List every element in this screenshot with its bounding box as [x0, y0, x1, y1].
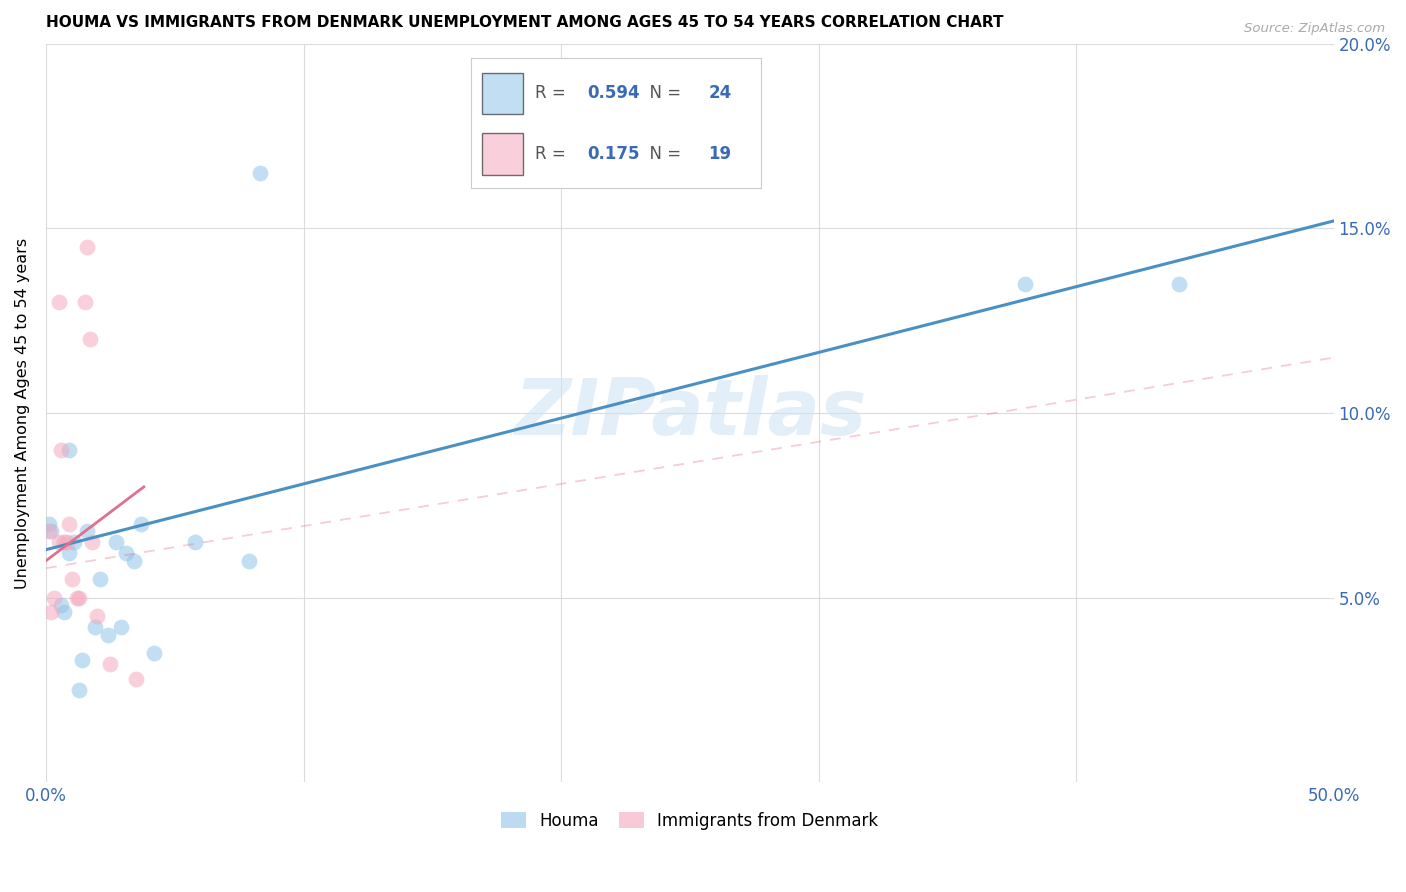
Point	[76, 240, 98, 254]
Legend: Houma, Immigrants from Denmark: Houma, Immigrants from Denmark	[495, 805, 886, 837]
Point	[97, 627, 120, 641]
Point	[110, 620, 132, 634]
Point	[125, 672, 148, 686]
Text: Source: ZipAtlas.com: Source: ZipAtlas.com	[1244, 22, 1385, 36]
Point	[55, 535, 77, 549]
Point	[38, 516, 60, 531]
Point	[83, 620, 105, 634]
Point	[51, 442, 73, 457]
Point	[39, 524, 62, 539]
Point	[63, 535, 86, 549]
Text: ZIPatlas: ZIPatlas	[513, 375, 866, 451]
Point	[73, 295, 96, 310]
Point	[53, 535, 76, 549]
Point	[114, 546, 136, 560]
Point	[39, 606, 62, 620]
Point	[143, 646, 166, 660]
Point	[86, 609, 108, 624]
Point	[69, 683, 91, 698]
Point	[66, 591, 89, 605]
Point	[69, 591, 91, 605]
Point	[82, 535, 104, 549]
Point	[58, 442, 80, 457]
Point	[238, 554, 260, 568]
Point	[51, 598, 73, 612]
Point	[129, 516, 152, 531]
Point	[76, 524, 98, 539]
Point	[60, 572, 83, 586]
Point	[48, 535, 70, 549]
Point	[70, 653, 93, 667]
Point	[53, 606, 76, 620]
Point	[1168, 277, 1191, 291]
Point	[122, 554, 145, 568]
Point	[58, 546, 80, 560]
Point	[42, 591, 65, 605]
Point	[48, 295, 70, 310]
Point	[58, 516, 80, 531]
Point	[104, 535, 127, 549]
Point	[38, 524, 60, 539]
Point	[89, 572, 111, 586]
Y-axis label: Unemployment Among Ages 45 to 54 years: Unemployment Among Ages 45 to 54 years	[15, 237, 30, 589]
Point	[79, 332, 101, 346]
Point	[184, 535, 207, 549]
Point	[98, 657, 121, 672]
Point	[249, 166, 271, 180]
Text: HOUMA VS IMMIGRANTS FROM DENMARK UNEMPLOYMENT AMONG AGES 45 TO 54 YEARS CORRELAT: HOUMA VS IMMIGRANTS FROM DENMARK UNEMPLO…	[46, 15, 1004, 30]
Point	[1014, 277, 1036, 291]
